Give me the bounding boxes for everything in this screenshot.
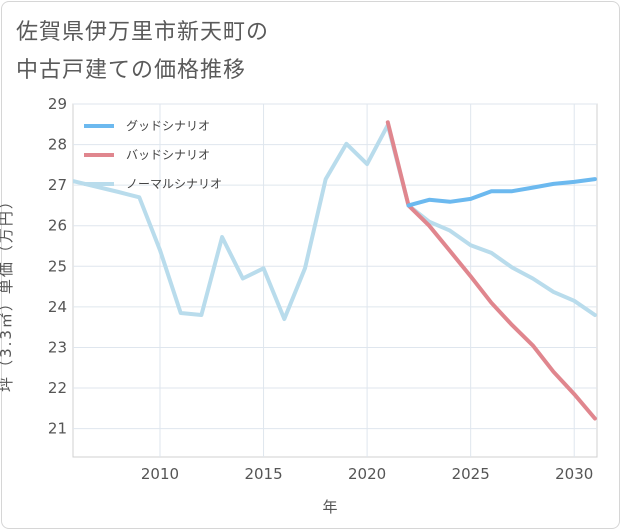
y-tick-label: 27 bbox=[48, 176, 67, 194]
y-axis-ticks: 21 22 23 24 25 26 27 28 29 bbox=[48, 95, 67, 438]
legend-label: ノーマルシナリオ bbox=[126, 177, 222, 191]
series-line-normal bbox=[73, 123, 597, 321]
y-tick-label: 22 bbox=[48, 379, 67, 397]
x-tick-label: 2025 bbox=[452, 465, 490, 483]
y-tick-label: 23 bbox=[48, 338, 67, 356]
y-tick-label: 24 bbox=[48, 298, 67, 316]
series-line-good bbox=[406, 177, 597, 208]
chart-title-line1: 佐賀県伊万里市新天町の bbox=[16, 20, 270, 45]
chart-title-line2: 中古戸建ての価格推移 bbox=[16, 58, 247, 83]
legend-label: バッドシナリオ bbox=[126, 148, 210, 162]
series-lines bbox=[73, 120, 597, 421]
x-axis-label: 年 bbox=[322, 498, 338, 516]
x-axis-ticks: 2010 2015 2020 2025 2030 bbox=[141, 465, 593, 483]
y-tick-label: 21 bbox=[48, 420, 67, 438]
grid-lines bbox=[73, 103, 597, 457]
y-tick-label: 29 bbox=[48, 95, 67, 113]
y-axis-label: 坪（3.3㎡）単価（万円） bbox=[0, 192, 15, 392]
x-tick-label: 2010 bbox=[141, 465, 179, 483]
legend-label: グッドシナリオ bbox=[126, 119, 210, 133]
y-tick-label: 28 bbox=[48, 136, 67, 154]
x-tick-label: 2015 bbox=[244, 465, 282, 483]
series-line-bad bbox=[385, 120, 597, 421]
x-tick-label: 2030 bbox=[555, 465, 593, 483]
y-tick-label: 25 bbox=[48, 257, 67, 275]
chart-title: 佐賀県伊万里市新天町の 中古戸建ての価格推移 bbox=[16, 14, 436, 90]
y-tick-label: 26 bbox=[48, 217, 67, 235]
x-tick-label: 2020 bbox=[348, 465, 386, 483]
